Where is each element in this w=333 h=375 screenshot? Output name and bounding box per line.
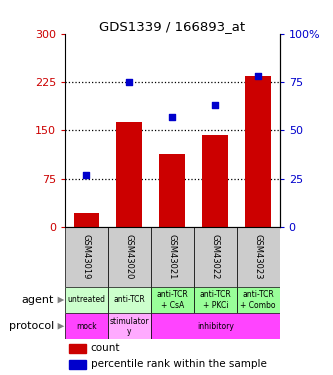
- Bar: [108, 287, 151, 313]
- Bar: [151, 313, 280, 339]
- Text: count: count: [91, 344, 120, 354]
- Bar: [108, 313, 151, 339]
- Bar: [160, 154, 185, 227]
- Text: GSM43023: GSM43023: [254, 234, 263, 280]
- Text: protocol: protocol: [9, 321, 54, 331]
- Point: [213, 102, 218, 108]
- Text: GSM43021: GSM43021: [168, 234, 177, 280]
- Text: anti-TCR
+ PKCi: anti-TCR + PKCi: [199, 290, 231, 310]
- Text: anti-TCR
+ Combo: anti-TCR + Combo: [240, 290, 276, 310]
- Point: [256, 73, 261, 79]
- Text: percentile rank within the sample: percentile rank within the sample: [91, 359, 267, 369]
- Point: [84, 172, 89, 178]
- Text: GSM43019: GSM43019: [82, 234, 91, 280]
- Bar: [108, 227, 151, 287]
- Bar: [245, 76, 271, 227]
- Bar: [151, 287, 194, 313]
- Bar: [202, 135, 228, 227]
- Bar: [74, 213, 99, 227]
- Text: anti-TCR
+ CsA: anti-TCR + CsA: [157, 290, 188, 310]
- Bar: [69, 360, 87, 369]
- Bar: [117, 122, 142, 227]
- Bar: [65, 287, 108, 313]
- Bar: [65, 313, 108, 339]
- Text: GSM43020: GSM43020: [125, 234, 134, 280]
- Text: untreated: untreated: [67, 296, 106, 304]
- Text: stimulator
y: stimulator y: [110, 316, 149, 336]
- Text: inhibitory: inhibitory: [197, 322, 234, 331]
- Bar: [237, 227, 280, 287]
- Bar: [194, 287, 237, 313]
- Text: mock: mock: [76, 322, 97, 331]
- Text: agent: agent: [22, 295, 54, 305]
- Point: [127, 79, 132, 85]
- Bar: [69, 344, 87, 353]
- Text: GSM43022: GSM43022: [211, 234, 220, 280]
- Title: GDS1339 / 166893_at: GDS1339 / 166893_at: [99, 20, 245, 33]
- Bar: [237, 287, 280, 313]
- Text: anti-TCR: anti-TCR: [114, 296, 145, 304]
- Bar: [194, 227, 237, 287]
- Point: [170, 114, 175, 120]
- Bar: [65, 227, 108, 287]
- Bar: [151, 227, 194, 287]
